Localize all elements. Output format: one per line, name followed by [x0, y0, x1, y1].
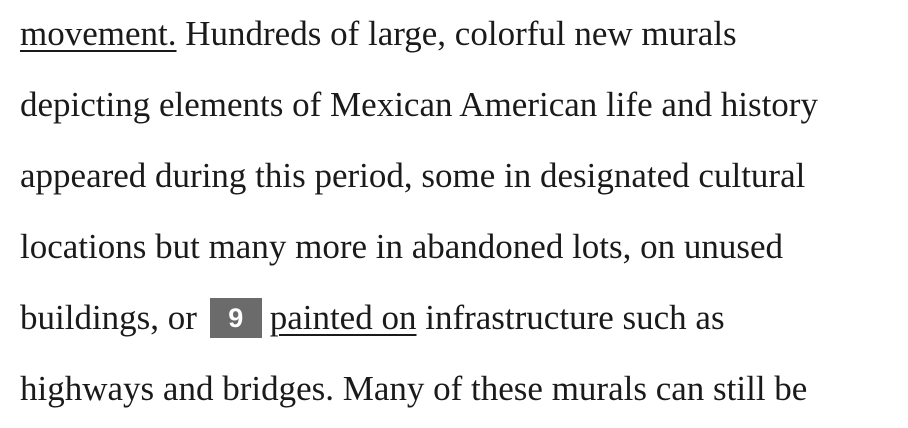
passage-line-5: buildings, or 9 painted on infrastructure…: [20, 298, 725, 338]
passage-line-4: locations but many more in abandoned lot…: [20, 227, 784, 266]
passage-text: infrastructure such as: [416, 298, 725, 337]
passage-line-2: depicting elements of Mexican American l…: [20, 85, 818, 124]
passage-text: Hundreds of large, colorful new murals: [176, 14, 737, 53]
passage-line-3: appeared during this period, some in des…: [20, 156, 806, 195]
underlined-text-movement: movement.: [20, 14, 177, 53]
passage-line-6: highways and bridges. Many of these mura…: [20, 369, 808, 408]
passage-text: buildings, or: [20, 298, 197, 337]
passage-line-1: movement. Hundreds of large, colorful ne…: [20, 14, 737, 54]
question-number-badge[interactable]: 9: [209, 298, 262, 338]
underlined-text-question-9[interactable]: painted on: [269, 298, 417, 337]
